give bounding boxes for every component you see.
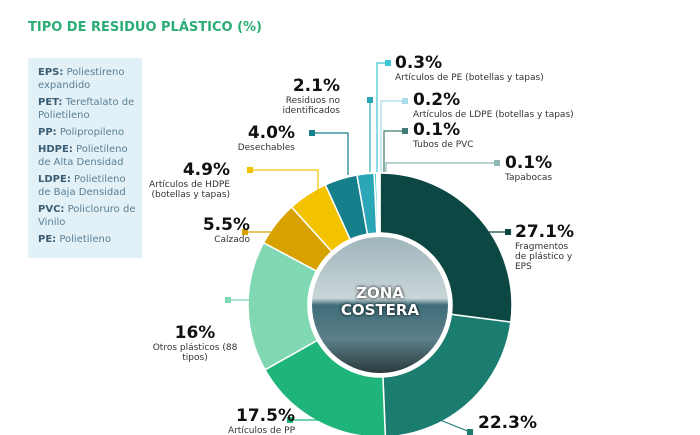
data-label: 4.9% Artículos de HDPE (botellas y tapas) (140, 160, 230, 200)
leader-marker (402, 98, 408, 104)
data-label: 16% Otros plásticos (88 tipos) (150, 323, 240, 363)
legend-text: Polietileno (59, 234, 111, 245)
data-label: 27.1% Fragmentos de plástico y EPS (515, 222, 575, 272)
legend-item: PVC: Policloruro de Vinilo (38, 203, 138, 229)
leader-marker (494, 160, 500, 166)
leader-marker (287, 417, 293, 423)
leader-line (250, 169, 319, 192)
data-label: 0.3% Artículos de PE (botellas y tapas) (395, 53, 595, 83)
leader-marker (225, 297, 231, 303)
data-label: 0.1% Tapabocas (505, 153, 552, 183)
value-label: 0.3% (395, 53, 443, 73)
donut-segment (378, 172, 381, 234)
center-photo (312, 237, 448, 373)
leader-line (312, 132, 349, 175)
category-label: Calzado (214, 235, 250, 245)
value-label: 4.9% (182, 160, 230, 180)
value-label: 17.5% (236, 406, 295, 426)
data-label: 22.3% (478, 413, 537, 433)
donut-segment (382, 313, 512, 435)
value-label: 5.5% (202, 215, 250, 235)
leader-line (380, 100, 405, 172)
leader-line (376, 62, 388, 172)
leader-marker (367, 97, 373, 103)
category-label: Artículos de HDPE (botellas y tapas) (148, 180, 230, 200)
chart-title: TIPO DE RESIDUO PLÁSTICO (%) (28, 20, 262, 35)
leader-marker (247, 167, 253, 173)
data-label: 4.0% Desechables (225, 123, 295, 153)
legend-item: HDPE: Polietileno de Alta Densidad (38, 143, 138, 169)
legend-abbr: PET: (38, 97, 63, 108)
value-label: 0.1% (413, 120, 461, 140)
leader-marker (309, 130, 315, 136)
category-label: Fragmentos de plástico y EPS (515, 242, 573, 272)
data-label: 2.1% Residuos no identificados (270, 76, 340, 116)
legend-item: PE: Polietileno (38, 233, 138, 246)
leader-marker (467, 429, 473, 435)
legend-abbr: PVC: (38, 204, 65, 215)
value-label: 22.3% (478, 413, 537, 433)
leader-marker (402, 128, 408, 134)
value-label: 2.1% (292, 76, 340, 96)
legend-text: Polietileno de Alta Densidad (38, 144, 128, 168)
donut-segment (379, 172, 513, 323)
leader-marker (385, 60, 391, 66)
data-label: 5.5% Calzado (160, 215, 250, 245)
leader-line (383, 130, 405, 172)
legend: EPS: Poliestireno expandido PET: Tereftal… (28, 58, 142, 258)
leader-marker (505, 229, 511, 235)
value-label: 16% (174, 323, 216, 343)
value-label: 4.0% (247, 123, 295, 143)
leader-line (439, 419, 471, 433)
legend-text: Poliestireno expandido (38, 67, 125, 91)
legend-item: PET: Tereftalato de Polietileno (38, 96, 138, 122)
value-label: 27.1% (515, 222, 574, 242)
legend-item: LDPE: Polietileno de Baja Densidad (38, 173, 138, 199)
legend-item: PP: Polipropileno (38, 126, 138, 139)
category-label: Desechables (237, 143, 295, 153)
legend-abbr: HDPE: (38, 144, 73, 155)
category-label: Artículos de PP (227, 426, 295, 435)
value-label: 0.2% (413, 90, 461, 110)
center-label: ZONA COSTERA (340, 284, 420, 319)
category-label: Tapabocas (505, 173, 553, 183)
category-label: Artículos de PE (botellas y tapas) (395, 73, 544, 83)
category-label: Artículos de LDPE (botellas y tapas) (413, 110, 574, 120)
data-label: 17.5% Artículos de PP (205, 406, 295, 435)
legend-abbr: LDPE: (38, 174, 71, 185)
legend-text: Policloruro de Vinilo (38, 204, 136, 228)
value-label: 0.1% (505, 153, 553, 173)
legend-text: Polipropileno (59, 127, 125, 138)
leader-line (385, 162, 497, 172)
data-label: 0.2% Artículos de LDPE (botellas y tapas) (413, 90, 613, 120)
legend-abbr: EPS: (38, 67, 64, 78)
category-label: Otros plásticos (88 tipos) (152, 343, 238, 363)
leader-marker (242, 229, 248, 235)
legend-abbr: PP: (38, 127, 57, 138)
legend-text: Tereftalato de Polietileno (38, 97, 135, 121)
data-label: 0.1% Tubos de PVC (413, 120, 474, 150)
category-label: Residuos no identificados (282, 96, 340, 116)
category-label: Tubos de PVC (413, 140, 474, 150)
legend-item: EPS: Poliestireno expandido (38, 66, 138, 92)
legend-text: Polietileno de Baja Densidad (38, 174, 126, 198)
legend-abbr: PE: (38, 234, 57, 245)
